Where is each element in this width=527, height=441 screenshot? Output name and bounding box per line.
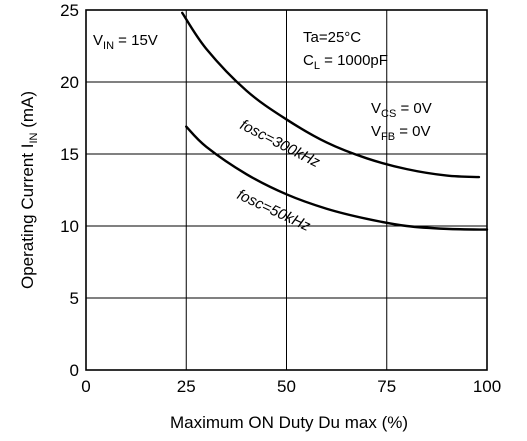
- series-label: fosc=50kHz: [234, 186, 313, 235]
- series-line: [181, 11, 481, 179]
- tick-labels: 0 25 50 75 100 0 5 10 15 20 25: [60, 1, 501, 396]
- y-tick-label: 20: [60, 73, 79, 92]
- y-tick-label: 5: [70, 289, 79, 308]
- series-label: fosc=300kHz: [237, 116, 323, 171]
- vcs-annotation: VCS = 0V: [371, 100, 432, 120]
- x-tick-label: 0: [81, 377, 90, 396]
- grid-lines: [86, 10, 487, 370]
- y-tick-label: 10: [60, 217, 79, 236]
- data-series: fosc=300kHz fosc=50kHz: [181, 11, 489, 235]
- y-tick-label: 15: [60, 145, 79, 164]
- x-tick-label: 75: [377, 377, 396, 396]
- y-axis-label: Operating Current IIN (mA): [18, 91, 40, 289]
- vfb-annotation: VFB = 0V: [371, 123, 431, 143]
- temperature-annotation: Ta=25°C: [303, 29, 361, 46]
- plot-frame: [85, 9, 488, 371]
- y-tick-label: 25: [60, 1, 79, 20]
- x-tick-label: 100: [473, 377, 501, 396]
- series-line: [185, 125, 489, 231]
- vin-annotation: VIN = 15V: [93, 32, 158, 52]
- x-tick-label: 50: [277, 377, 296, 396]
- x-axis-label: Maximum ON Duty Du max (%): [170, 413, 408, 432]
- x-tick-label: 25: [177, 377, 196, 396]
- load-capacitance-annotation: CL = 1000pF: [303, 52, 388, 72]
- y-tick-label: 0: [70, 361, 79, 380]
